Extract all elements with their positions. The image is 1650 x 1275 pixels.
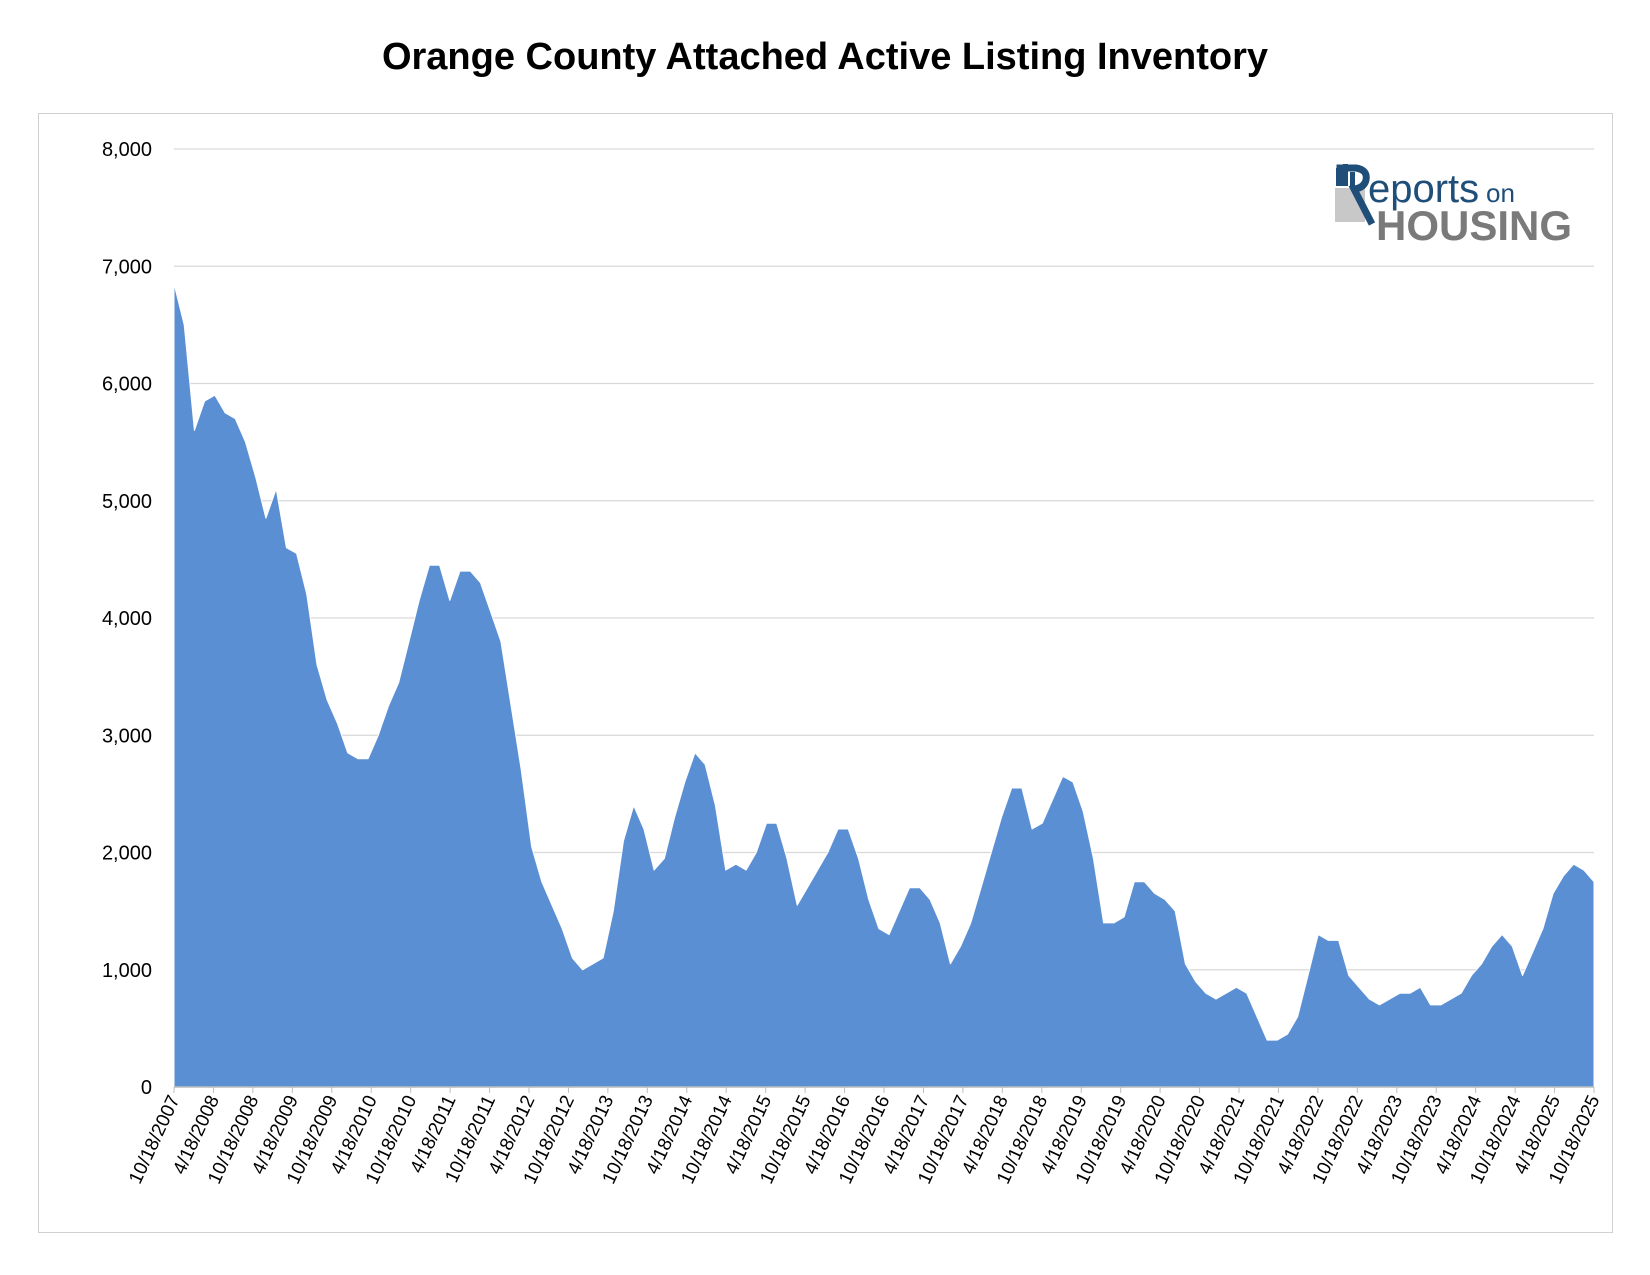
y-tick-label: 4,000	[102, 608, 152, 630]
chart-title: Orange County Attached Active Listing In…	[381, 36, 1269, 78]
data-area	[173, 283, 1595, 1088]
x-tick-labels: 10/18/20074/18/200810/18/20084/18/200910…	[125, 1087, 1605, 1187]
y-tick-label: 7,000	[102, 256, 152, 278]
y-tick-label: 8,000	[102, 139, 152, 161]
logo-line1: eports	[1368, 167, 1479, 211]
logo-bar-3	[1350, 172, 1355, 186]
logo-r-letter	[1336, 164, 1376, 226]
y-tick-labels: 0 1,000 2,000 3,000 4,000 5,000 6,000 7,000 8,00…	[102, 139, 152, 1099]
y-tick-label: 0	[141, 1077, 152, 1099]
y-tick-label: 5,000	[102, 491, 152, 513]
logo-line1-small: on	[1486, 178, 1515, 208]
plot-frame	[38, 113, 1613, 1233]
reports-on-housing-logo: eports on HOUSING	[1335, 164, 1572, 249]
x-tick-label: 10/18/2007	[125, 1092, 184, 1187]
y-tick-label: 2,000	[102, 843, 152, 865]
logo-line2: HOUSING	[1376, 202, 1572, 249]
logo-bar-2	[1343, 164, 1348, 186]
y-tick-label: 1,000	[102, 960, 152, 982]
y-tick-label: 6,000	[102, 374, 152, 396]
y-tick-label: 3,000	[102, 725, 152, 747]
series-area	[173, 283, 1595, 1088]
